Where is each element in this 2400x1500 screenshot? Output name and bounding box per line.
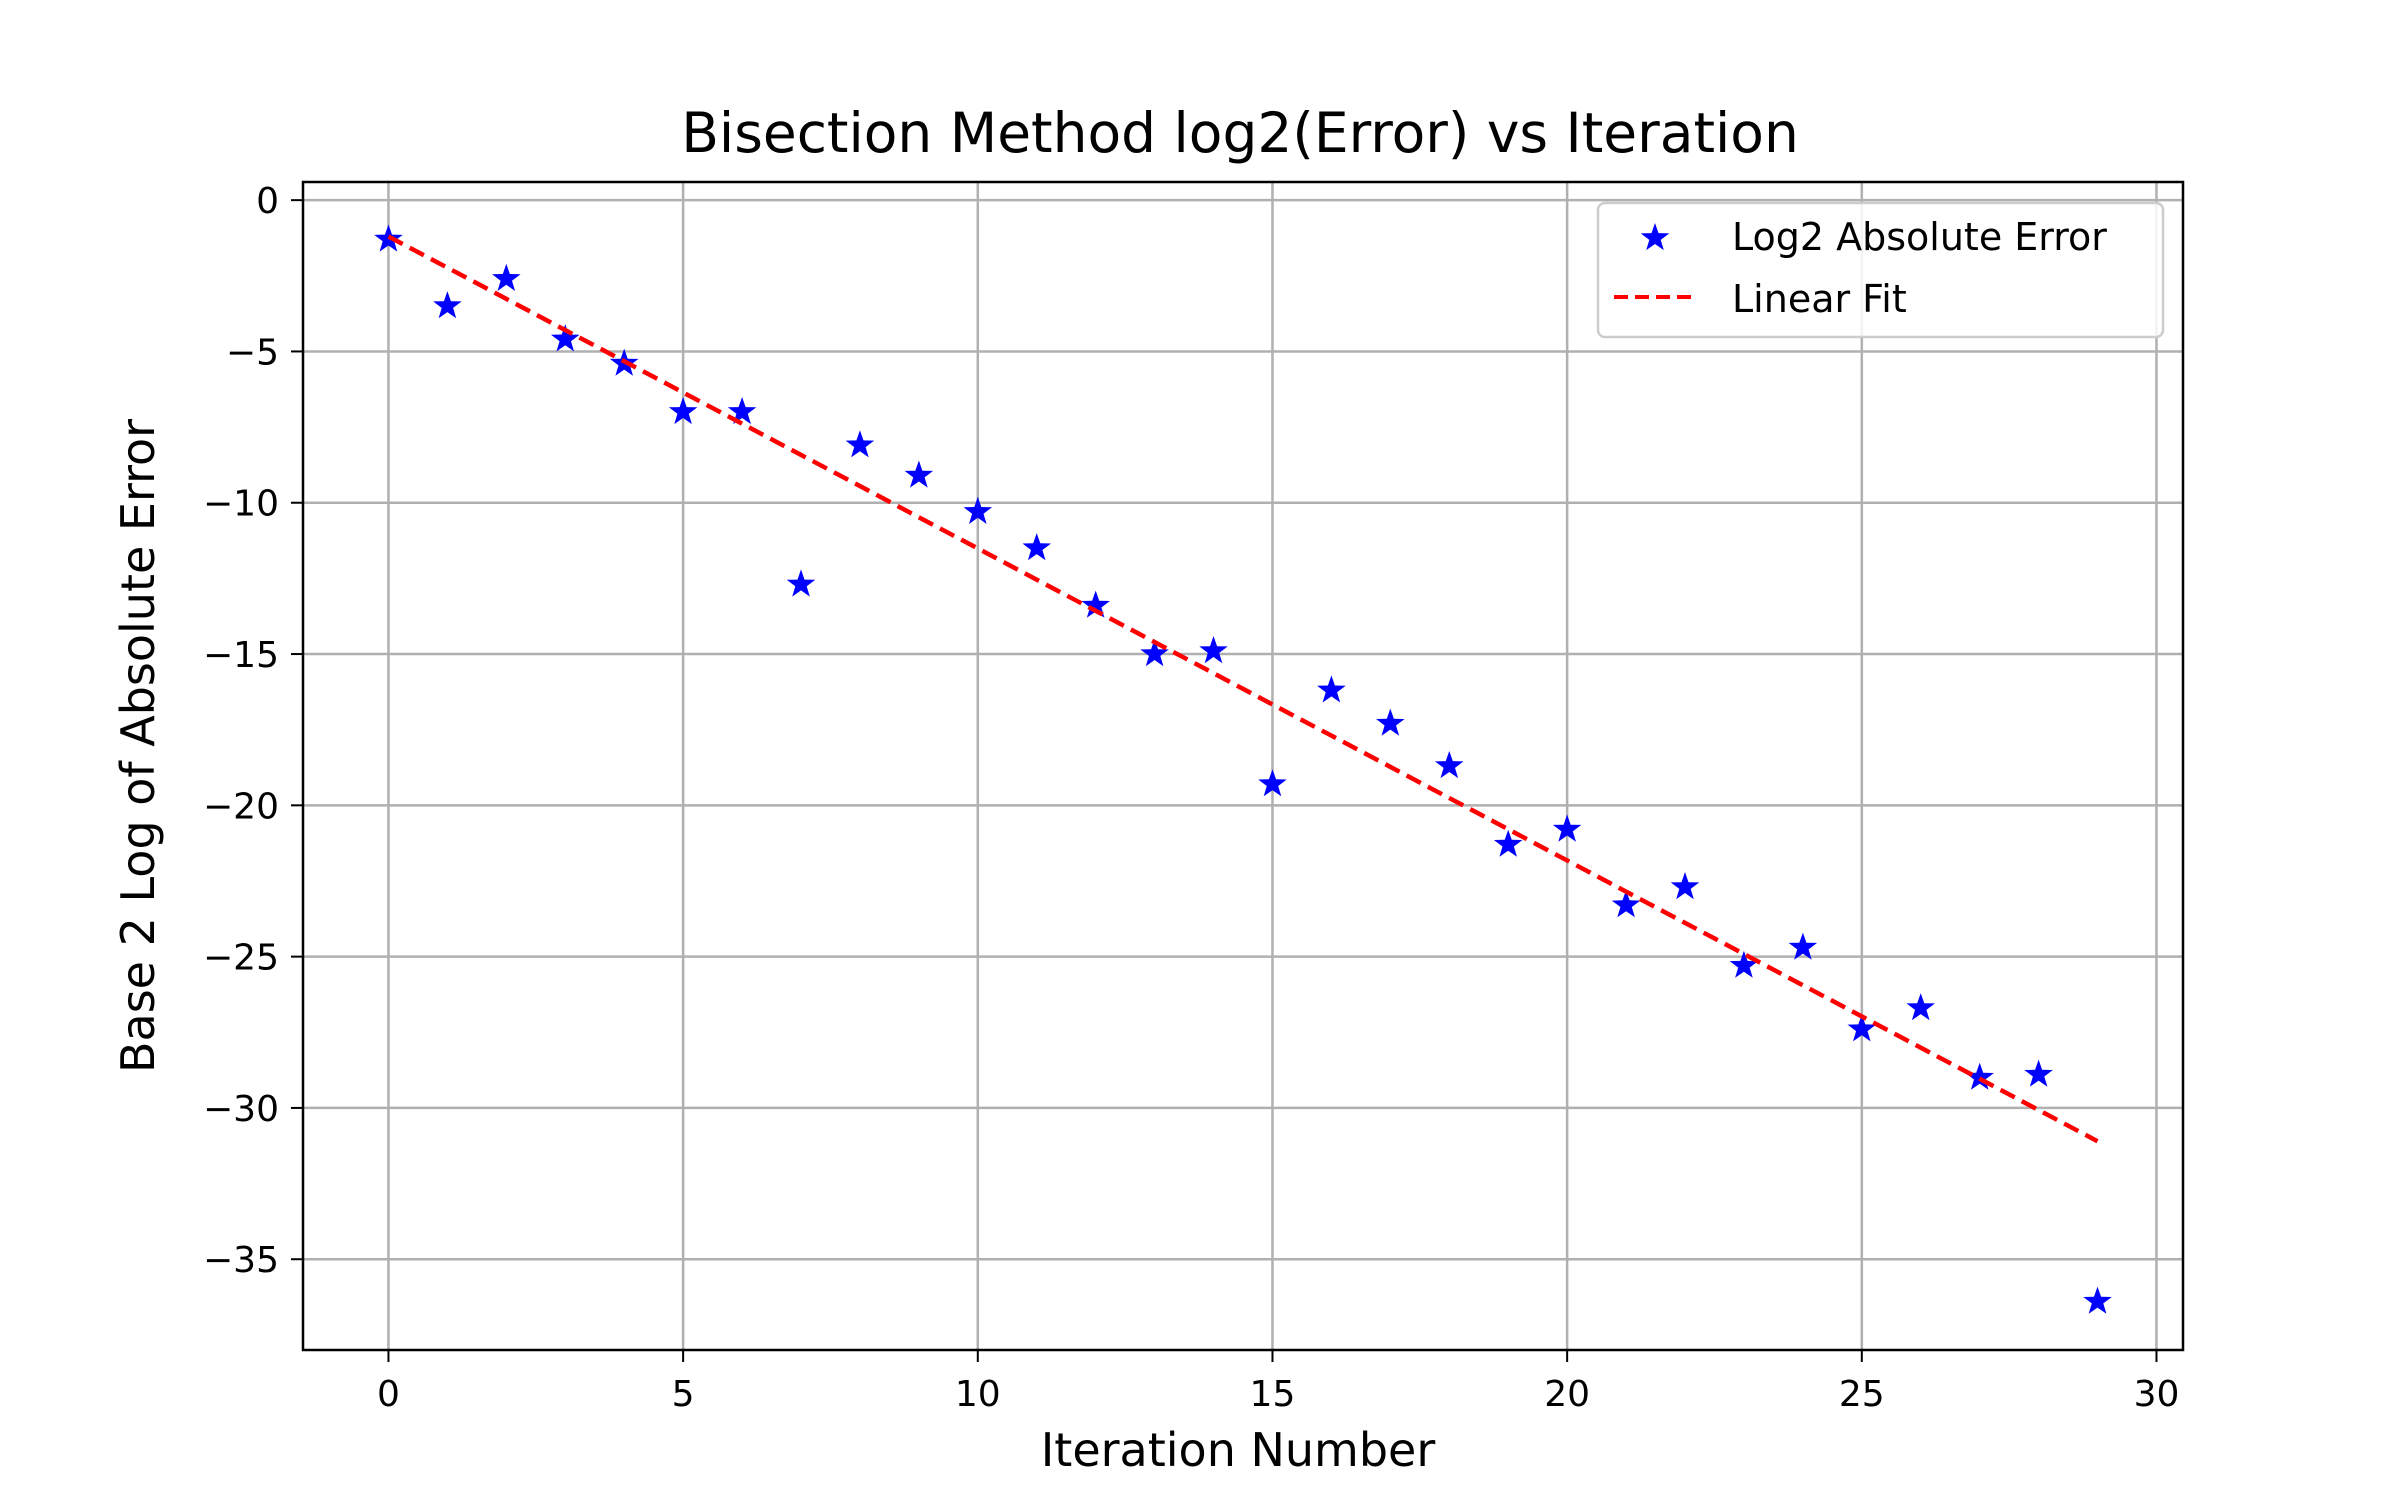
data-point	[1140, 639, 1169, 667]
data-point	[1847, 1014, 1877, 1042]
data-point	[433, 291, 462, 319]
data-point	[668, 397, 698, 425]
data-point	[1965, 1062, 1994, 1090]
legend-marker-scatter	[1640, 223, 1670, 251]
data-point	[2083, 1286, 2112, 1314]
x-tick-label: 0	[377, 1374, 400, 1415]
data-point	[786, 569, 816, 597]
x-tick-label: 10	[955, 1374, 1001, 1415]
data-point	[1729, 950, 1759, 978]
data-point	[1258, 769, 1287, 797]
legend-label-linear-fit: Linear Fit	[1732, 277, 1907, 321]
data-point	[904, 460, 934, 488]
data-point	[2024, 1059, 2053, 1087]
y-tick-label: −15	[203, 635, 279, 676]
data-point	[1552, 814, 1582, 842]
data-point	[963, 496, 993, 524]
x-tick-label: 30	[2134, 1374, 2180, 1415]
legend-star-icon	[1640, 223, 1670, 251]
data-point	[1435, 751, 1464, 779]
y-tick-label: −35	[203, 1240, 279, 1281]
legend-box	[1596, 201, 2165, 339]
data-point	[1081, 590, 1110, 618]
y-tick-label: −10	[203, 484, 279, 525]
plot-data	[374, 224, 2112, 1314]
y-tick-label: 0	[256, 181, 279, 222]
x-tick-label: 25	[1839, 1374, 1885, 1415]
x-tick-label: 15	[1250, 1374, 1296, 1415]
chart-title: Bisection Method log2(Error) vs Iteratio…	[681, 101, 1799, 165]
data-point	[551, 324, 580, 352]
plot-frame	[301, 180, 2185, 1352]
y-tick-label: −25	[203, 938, 279, 979]
x-axis-label: Iteration Number	[1041, 1423, 1436, 1477]
data-point	[727, 397, 757, 425]
data-point	[1611, 890, 1641, 918]
x-tick-label: 5	[672, 1374, 695, 1415]
data-point	[1199, 636, 1228, 664]
data-point	[492, 263, 521, 291]
grid-lines	[303, 182, 2183, 1350]
data-point	[1670, 872, 1700, 900]
data-point	[845, 430, 875, 458]
data-point	[1906, 993, 1935, 1021]
data-point	[1022, 533, 1051, 561]
y-tick-label: −20	[203, 786, 279, 827]
axis-ticks: 0 5 10 15 20 25 30 0 −5 −10 −15 −20 −25 −30 −35	[203, 181, 2179, 1415]
data-point	[1493, 829, 1523, 857]
linear-fit-line	[387, 234, 2099, 1144]
x-tick-label: 20	[1544, 1374, 1590, 1415]
y-tick-label: −5	[226, 332, 279, 373]
y-tick-label: −30	[203, 1089, 279, 1130]
legend: Log2 Absolute Error Linear Fit	[1596, 201, 2165, 339]
y-axis-label: Base 2 Log of Absolute Error	[111, 419, 165, 1073]
data-point	[1317, 675, 1346, 703]
data-point	[1788, 932, 1818, 960]
legend-label-log2-error: Log2 Absolute Error	[1732, 215, 2107, 259]
data-point	[1376, 708, 1405, 736]
